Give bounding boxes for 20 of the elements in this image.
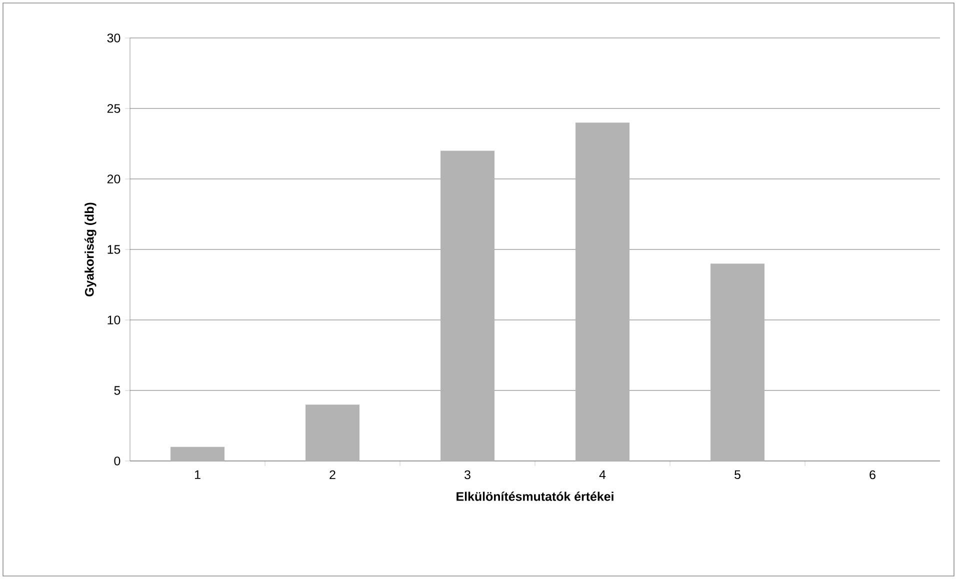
x-tick-label: 4 [599,470,606,479]
x-tick-label: 1 [195,470,200,479]
y-tick-label: 15 [108,245,120,254]
x-tick-label: 2 [330,470,336,480]
y-tick-label: 10 [108,316,120,324]
y-tick-label: 25 [107,104,120,113]
bar [170,446,225,461]
bar [576,122,630,461]
y-tick-label: 20 [107,174,120,184]
x-tick-label: 5 [734,470,740,480]
y-axis-title: Gyakoriság (db) [84,202,96,296]
y-tick-label: 30 [107,34,120,42]
x-tick-label: 6 [870,470,876,480]
x-axis-title: Elkülönítésmutatók értékei [456,492,614,501]
y-tick-label: 5 [114,386,120,395]
y-tick-label: 0 [114,456,120,466]
bar [710,264,765,461]
bar [440,150,495,461]
bar [306,404,360,461]
x-tick-label: 3 [464,470,470,480]
